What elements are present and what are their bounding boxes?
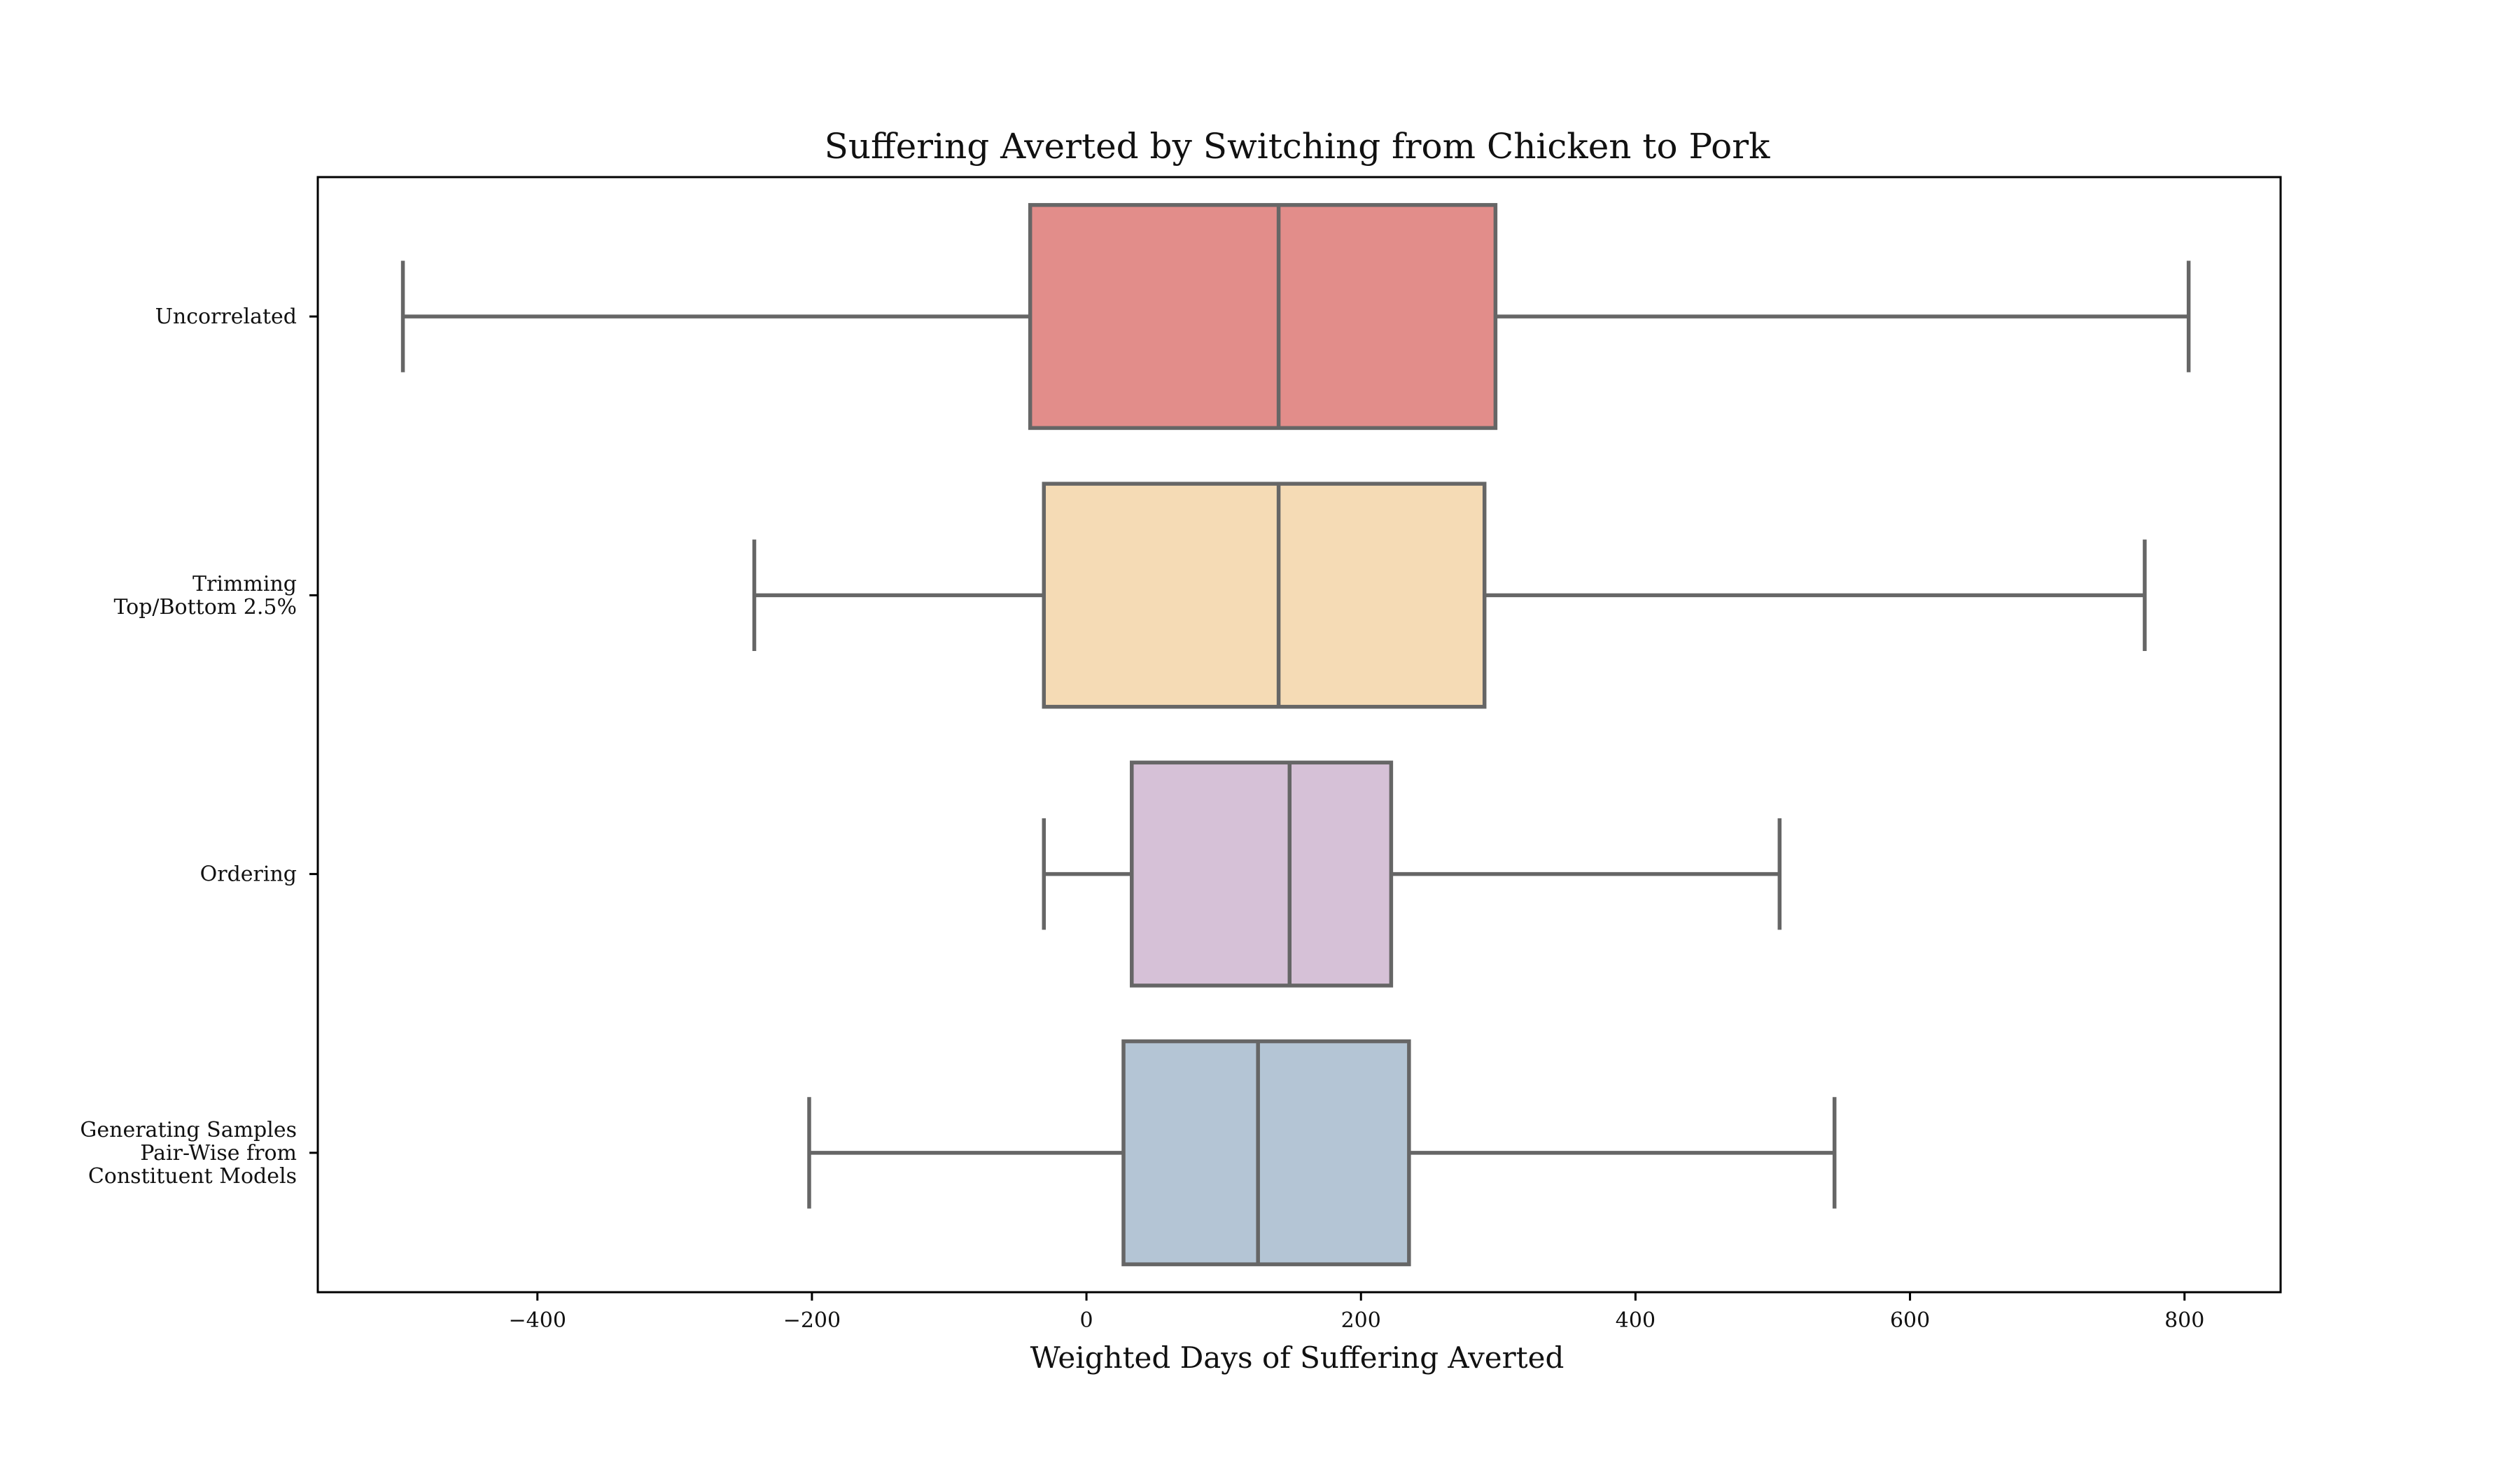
iqr-box: [1028, 203, 1498, 430]
x-tick-label: 800: [2164, 1308, 2204, 1333]
x-tick-label: −200: [783, 1308, 841, 1333]
category-label-line: Generating Samples: [80, 1118, 297, 1142]
category-label-line: Trimming: [192, 572, 297, 596]
plot-frame: [316, 176, 2282, 1294]
category-label-line: Constituent Models: [88, 1164, 297, 1189]
x-axis-label: Weighted Days of Suffering Averted: [1030, 1340, 1564, 1375]
x-tick-label: 0: [1080, 1308, 1093, 1333]
x-tick-label: 200: [1341, 1308, 1381, 1333]
category-label-line: Uncorrelated: [155, 304, 297, 329]
iqr-box: [1121, 1039, 1411, 1266]
x-axis-ticks: −400 −200 0 200 400 600 800: [509, 1292, 2204, 1333]
x-tick-label: 600: [1890, 1308, 1930, 1333]
box-group: [752, 482, 2147, 709]
category-label-line: Pair-Wise from: [140, 1141, 297, 1166]
category-label-line: Ordering: [200, 862, 297, 887]
x-tick-label: −400: [509, 1308, 566, 1333]
box-group: [400, 203, 2191, 430]
iqr-box: [1130, 760, 1394, 988]
category-label: Trimming Top/Bottom 2.5%: [113, 572, 297, 620]
category-label: Uncorrelated: [155, 304, 297, 329]
category-label-line: Top/Bottom 2.5%: [113, 595, 297, 620]
chart-title: Suffering Averted by Switching from Chic…: [825, 126, 1771, 167]
box-group: [807, 1039, 1837, 1266]
iqr-box: [1042, 482, 1487, 709]
box-group: [1042, 760, 1782, 988]
category-label: Generating Samples Pair-Wise from Constitu…: [80, 1118, 297, 1189]
x-tick-label: 400: [1616, 1308, 1656, 1333]
y-axis-categories: Uncorrelated Trimming Top/Bottom 2.5% Order…: [80, 304, 318, 1189]
boxes-layer: [400, 203, 2191, 1266]
category-label: Ordering: [200, 862, 297, 887]
